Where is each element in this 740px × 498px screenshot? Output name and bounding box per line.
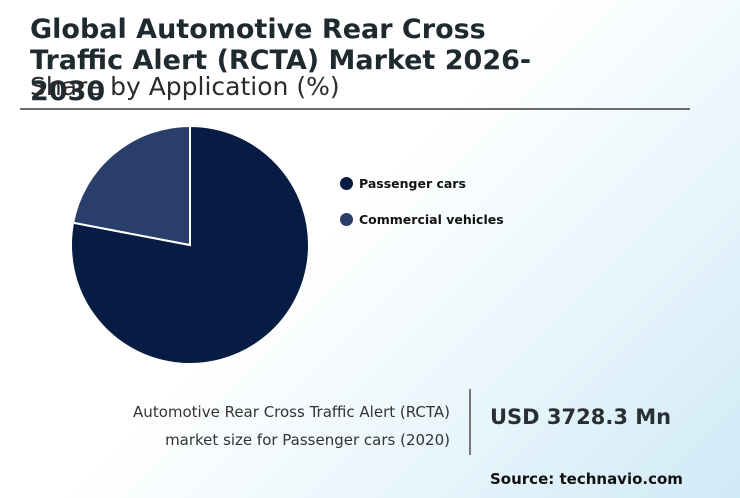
- title-divider: [20, 108, 690, 110]
- legend-item-passenger-cars: Passenger cars: [340, 174, 504, 192]
- legend-item-commercial-vehicles: Commercial vehicles: [340, 210, 504, 228]
- info-divider: [469, 389, 471, 455]
- pie-slice-commercial-vehicles: [71, 124, 191, 247]
- title-block: Global Automotive Rear Cross Traffic Ale…: [30, 14, 550, 107]
- description-line-1: Automotive Rear Cross Traffic Alert (RCT…: [133, 403, 450, 421]
- market-size-value: USD 3728.3 Mn: [490, 405, 672, 429]
- chart-subtitle: Share by Application (%): [30, 72, 340, 101]
- source-label: Source: technavio.com: [490, 470, 683, 488]
- description-line-2: market size for Passenger cars (2020): [165, 431, 450, 449]
- legend-label-commercial-vehicles: Commercial vehicles: [359, 211, 504, 227]
- legend-swatch-passenger-cars: [340, 176, 353, 190]
- legend-label-passenger-cars: Passenger cars: [359, 175, 466, 191]
- legend: Passenger cars Commercial vehicles: [340, 174, 504, 246]
- chart-title: Global Automotive Rear Cross Traffic Ale…: [30, 14, 532, 107]
- pie-chart: [70, 124, 310, 365]
- market-size-description: Automotive Rear Cross Traffic Alert (RCT…: [70, 398, 450, 454]
- legend-swatch-commercial-vehicles: [340, 212, 353, 226]
